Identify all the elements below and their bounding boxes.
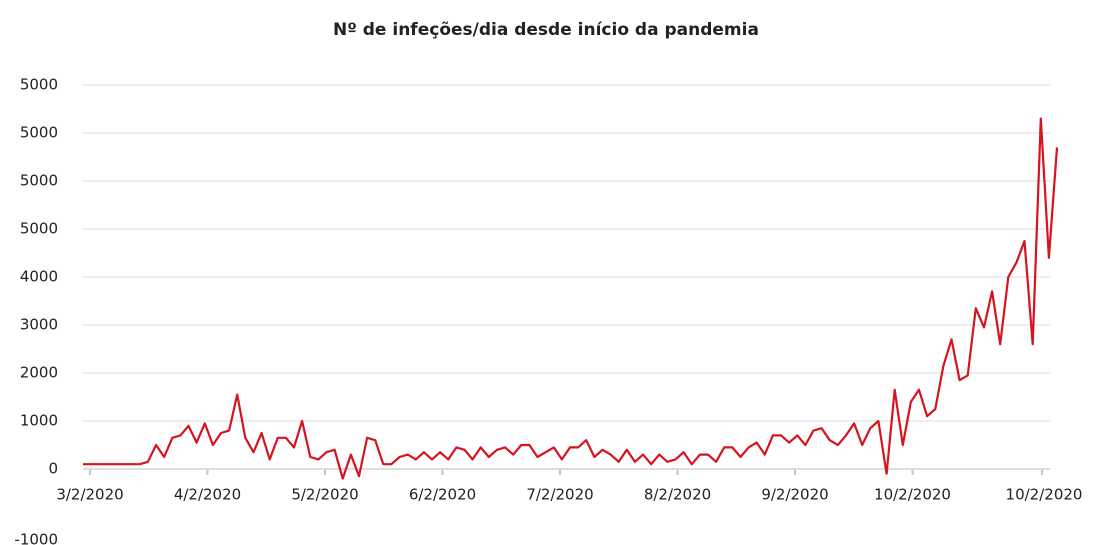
y-tick-label: 5000 <box>20 76 58 94</box>
y-tick-label: -1000 <box>14 531 58 545</box>
y-tick-label: 3000 <box>20 316 58 334</box>
x-tick-label: 6/2/2020 <box>409 486 476 504</box>
x-tick-label: 5/2/2020 <box>291 486 358 504</box>
y-tick-label: 0 <box>48 460 58 478</box>
x-tick-label: 9/2/2020 <box>761 486 828 504</box>
line-series <box>83 117 1059 480</box>
chart-title: Nº de infeções/dia desde início da pande… <box>333 20 759 40</box>
x-tick-label: 7/2/2020 <box>526 486 593 504</box>
y-tick-label: 5000 <box>20 172 58 190</box>
y-tick-label: 1000 <box>20 412 58 430</box>
x-tick-label: 10/2/2020 <box>874 486 951 504</box>
x-tick-label: 3/2/2020 <box>56 486 123 504</box>
y-tick-label: 5000 <box>20 124 58 142</box>
y-tick-label: 4000 <box>20 268 58 286</box>
y-tick-label: 2000 <box>20 364 58 382</box>
y-tick-label: 5000 <box>20 220 58 238</box>
x-tick-label: 4/2/2020 <box>174 486 241 504</box>
x-tick-label: 10/2/2020 <box>1006 486 1083 504</box>
x-tick-label: 8/2/2020 <box>644 486 711 504</box>
